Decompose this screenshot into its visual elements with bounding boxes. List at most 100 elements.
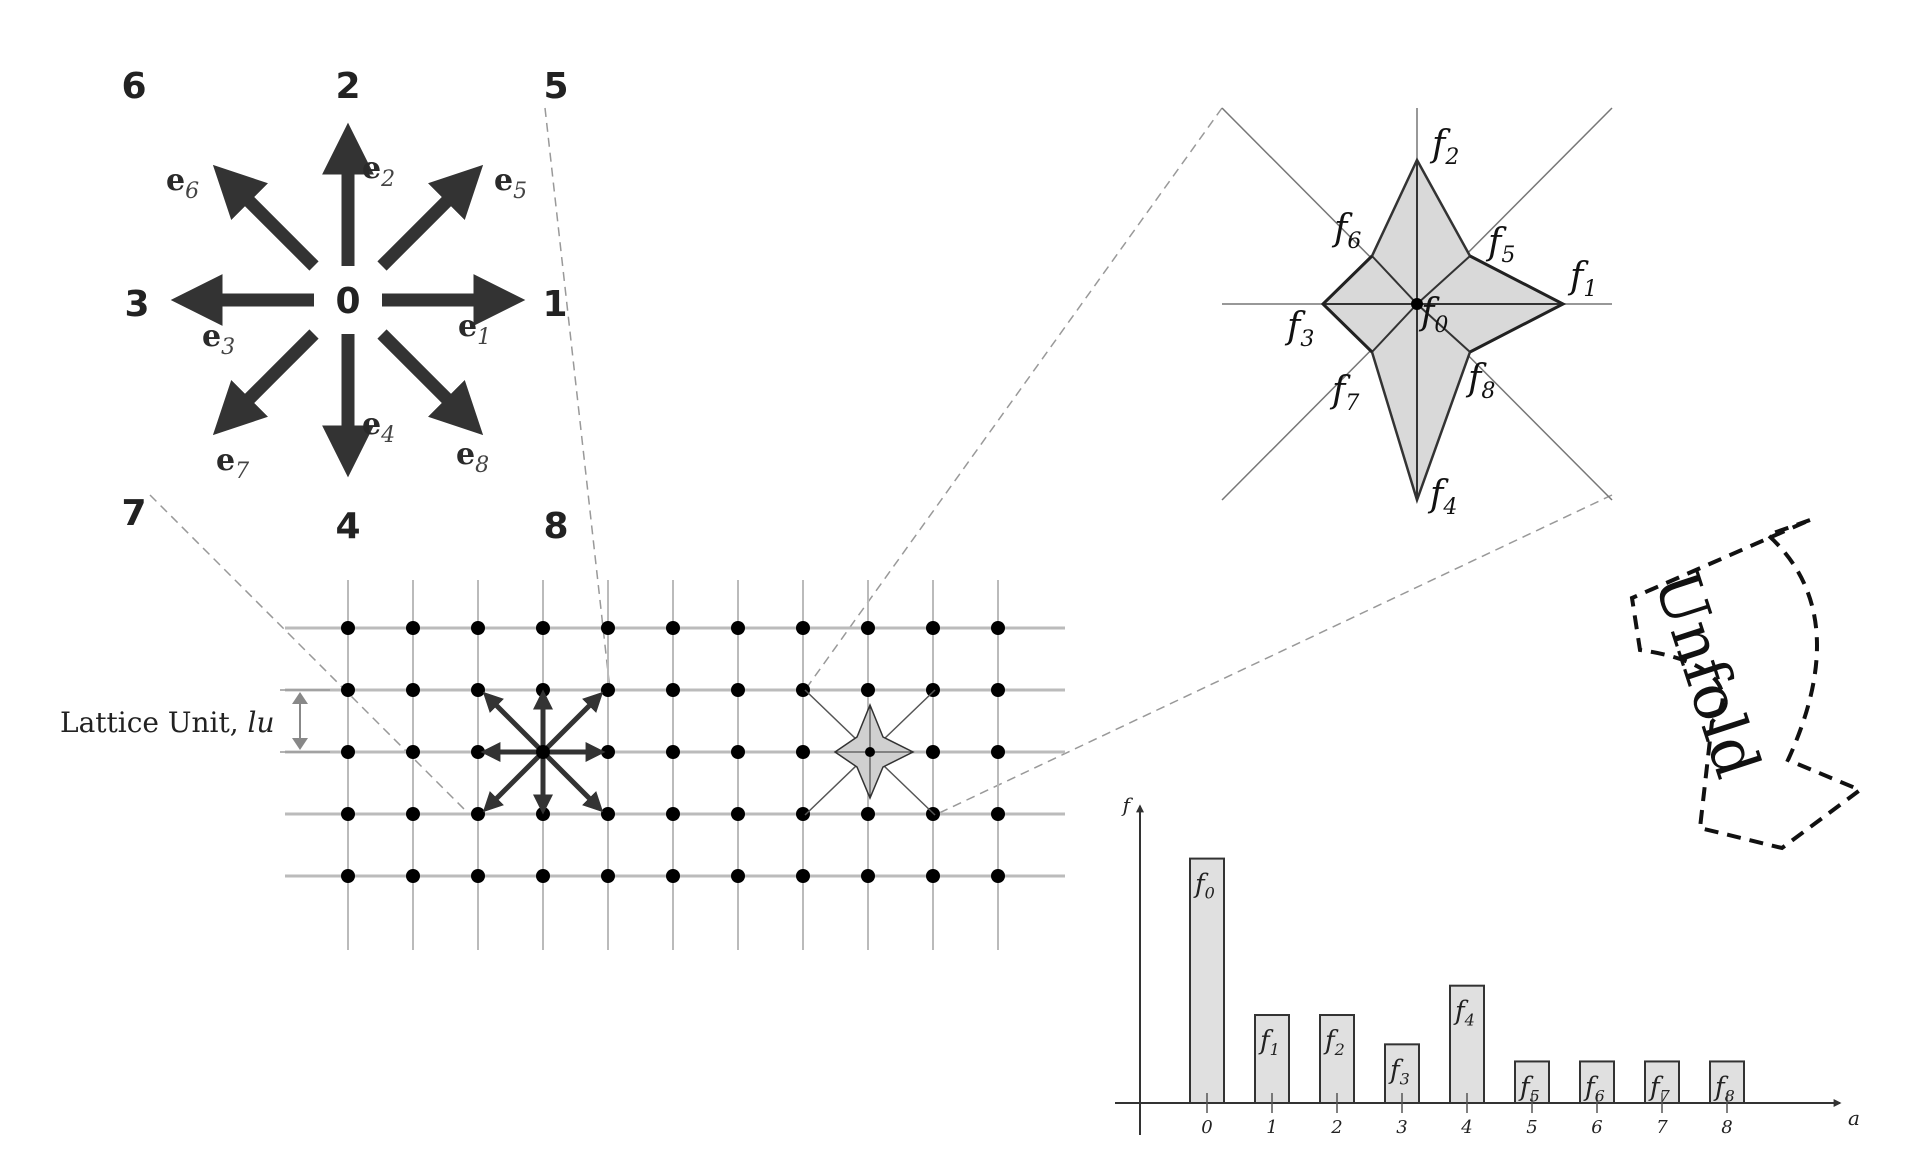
- velocity-arrow-e5: [377, 164, 484, 271]
- x-tick-label: 5: [1526, 1117, 1537, 1138]
- unfold-arrow: Unfold: [1629, 518, 1865, 851]
- lattice-node: [471, 807, 485, 821]
- lattice-node: [796, 683, 810, 697]
- x-tick-label: 2: [1330, 1117, 1342, 1138]
- vector-label-e2: e2: [362, 151, 395, 192]
- star-label-f3: f3: [1284, 306, 1314, 352]
- vector-label-e8: e8: [456, 437, 489, 478]
- lattice-node: [601, 683, 615, 697]
- lattice-node: [341, 745, 355, 759]
- star-label-f4: f4: [1427, 474, 1457, 520]
- lattice-unit-annotation: Lattice Unit, lu: [60, 689, 330, 753]
- lattice-node: [601, 807, 615, 821]
- lattice-node: [406, 683, 420, 697]
- velocity-arrow-e8: [377, 329, 484, 436]
- lattice-node: [341, 869, 355, 883]
- star-label-f5: f5: [1485, 222, 1515, 268]
- lattice-distribution-star: [804, 689, 936, 816]
- bar-f1: [1254, 1014, 1290, 1105]
- lattice-node: [991, 745, 1005, 759]
- projection-line: [544, 107, 611, 691]
- x-tick-label: 0: [1201, 1117, 1212, 1138]
- unfold-label: Unfold: [1640, 562, 1775, 786]
- direction-number: 5: [543, 66, 568, 107]
- star-label-f6: f6: [1331, 208, 1361, 254]
- lattice-node: [731, 621, 745, 635]
- lattice-node: [341, 807, 355, 821]
- vector-label-e1: e1: [458, 309, 491, 350]
- lattice-node: [341, 621, 355, 635]
- velocity-compass: 0 1 2 3 4 5 6 7 8 e1 e2 e3 e4 e5 e6 e7 e8: [121, 66, 568, 547]
- lattice-node: [406, 869, 420, 883]
- lattice-node: [341, 683, 355, 697]
- direction-number: 6: [121, 66, 146, 107]
- lattice-node: [861, 807, 875, 821]
- bar-f4: [1449, 984, 1485, 1105]
- lattice-node: [796, 745, 810, 759]
- projection-lines: [149, 107, 1613, 816]
- lattice-node: [926, 621, 940, 635]
- vector-label-e5: e5: [494, 163, 527, 204]
- lattice-node: [991, 683, 1005, 697]
- bar-f0: [1189, 857, 1225, 1104]
- lattice-node: [536, 683, 550, 697]
- lattice-node: [926, 683, 940, 697]
- lattice-node: [666, 745, 680, 759]
- lattice-node: [471, 745, 485, 759]
- lattice-node: [861, 869, 875, 883]
- lattice-node: [861, 621, 875, 635]
- x-tick-label: 1: [1266, 1117, 1277, 1138]
- lattice-node: [796, 621, 810, 635]
- x-tick-label: 7: [1656, 1117, 1668, 1138]
- lattice-node: [536, 869, 550, 883]
- lattice-node: [991, 869, 1005, 883]
- direction-number: 1: [542, 284, 567, 325]
- direction-number: 4: [335, 506, 360, 547]
- lattice-node: [926, 745, 940, 759]
- star-label-f1: f1: [1567, 256, 1597, 302]
- lattice-node: [731, 683, 745, 697]
- direction-number: 8: [543, 506, 568, 547]
- x-tick-label: 3: [1396, 1117, 1407, 1138]
- star-label-f8: f8: [1465, 358, 1495, 404]
- lattice-node: [731, 745, 745, 759]
- projection-line: [149, 494, 471, 816]
- bar-f2: [1319, 1014, 1355, 1105]
- lattice-node: [731, 807, 745, 821]
- x-tick-label: 4: [1460, 1117, 1472, 1138]
- lattice-node: [666, 869, 680, 883]
- lattice-velocity-arrow: [541, 750, 604, 813]
- lattice-node: [471, 621, 485, 635]
- velocity-arrow-e6: [212, 164, 319, 271]
- x-tick-label: 8: [1721, 1117, 1732, 1138]
- lattice-unit-symbol: lu: [248, 706, 275, 739]
- vector-label-e7: e7: [216, 443, 249, 484]
- lattice-node: [991, 807, 1005, 821]
- lattice-node: [601, 621, 615, 635]
- x-tick-label: 6: [1591, 1117, 1602, 1138]
- direction-number: 7: [121, 493, 146, 534]
- direction-number: 3: [124, 284, 149, 325]
- velocity-arrow-e7: [212, 329, 319, 436]
- vector-label-e6: e6: [166, 163, 199, 204]
- projection-line: [934, 494, 1613, 816]
- vector-label-e4: e4: [362, 407, 395, 448]
- vector-label-e3: e3: [202, 319, 235, 360]
- lattice-node: [796, 807, 810, 821]
- lattice-node: [471, 683, 485, 697]
- lattice-node: [536, 807, 550, 821]
- lattice-velocity-arrows: [480, 689, 606, 815]
- lattice-node: [471, 869, 485, 883]
- lattice-node: [796, 869, 810, 883]
- lattice-velocity-arrow: [482, 691, 545, 754]
- lattice-node: [991, 621, 1005, 635]
- lattice-node: [666, 683, 680, 697]
- lattice-node: [666, 621, 680, 635]
- star-label-f2: f2: [1429, 124, 1459, 170]
- lattice-node: [406, 621, 420, 635]
- svg-text:Lattice Unit, lu: Lattice Unit, lu: [60, 706, 275, 739]
- y-axis-label: f: [1121, 793, 1134, 817]
